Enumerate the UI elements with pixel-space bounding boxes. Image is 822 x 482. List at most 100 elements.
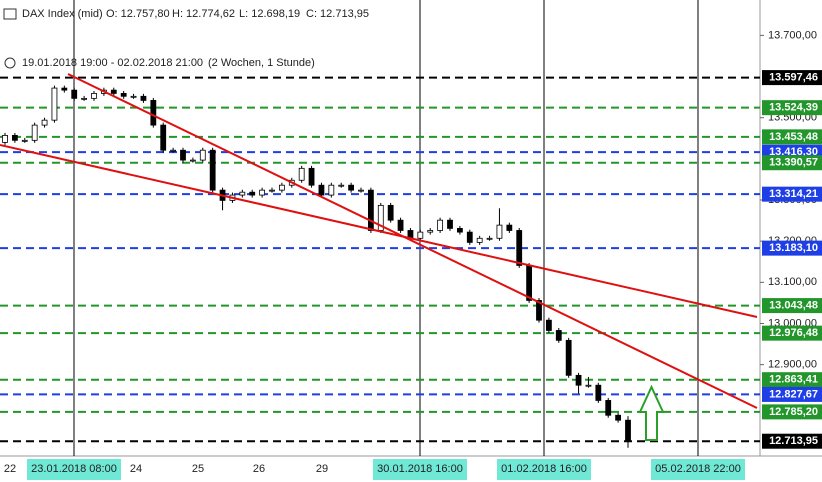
y-tick-label: 12.900,00	[768, 359, 817, 371]
candle-body	[278, 184, 285, 191]
period: (2 Wochen, 1 Stunde)	[208, 57, 315, 69]
level-label: 12.976,48	[769, 327, 818, 339]
level-label: 13.416,30	[769, 146, 818, 158]
level-box	[762, 129, 822, 145]
trend-line	[0, 144, 758, 318]
y-tick-label: 13.700,00	[768, 29, 817, 41]
level-label: 12.863,41	[769, 374, 818, 386]
candle-body	[526, 265, 533, 301]
ohlc: L: 12.698,19	[239, 8, 300, 20]
candle-body	[180, 149, 186, 161]
x-label-box	[651, 459, 745, 480]
level-label: 13.597,46	[769, 72, 818, 84]
candle-body	[358, 189, 364, 192]
candle-body	[377, 204, 384, 231]
level-box	[762, 386, 822, 402]
clock-icon	[4, 57, 16, 69]
date-range: 19.01.2018 19:00 - 02.02.2018 21:00	[22, 57, 203, 69]
candle-body	[249, 191, 256, 196]
x-tick-label: 26	[253, 463, 265, 475]
candle-body	[71, 89, 78, 99]
candle-body	[239, 191, 246, 196]
level-label: 13.390,57	[769, 157, 818, 169]
candle-body	[447, 219, 453, 229]
candle-body	[496, 224, 503, 239]
candle-body	[61, 87, 68, 91]
up-arrow	[638, 384, 665, 441]
candle-body	[486, 237, 493, 240]
candle-body	[536, 300, 542, 321]
level-box	[762, 240, 822, 256]
ohlc: O: 12.757,80	[106, 8, 170, 20]
candle-body	[417, 231, 424, 239]
candle-body	[120, 93, 127, 97]
candle-body	[328, 184, 335, 196]
level-label: 12.713,95	[769, 435, 818, 447]
candle-body	[298, 167, 305, 181]
candle-body	[308, 167, 315, 186]
candle-body	[199, 149, 206, 161]
candle-body	[51, 87, 58, 121]
candle-body	[348, 184, 355, 191]
x-tick-label: 22	[4, 463, 16, 475]
axes: 12.900,0013.000,0013.100,0013.200,0013.3…	[4, 29, 822, 480]
candle-body	[338, 184, 345, 187]
level-box	[762, 325, 822, 341]
candle-body	[555, 330, 562, 341]
candle-body	[209, 149, 216, 191]
candle-body	[585, 384, 592, 387]
level-label: 13.043,48	[769, 299, 818, 311]
x-tick-label: 23.01.2018 08:00	[31, 463, 117, 475]
level-label: 13.183,10	[769, 242, 818, 254]
candle-body	[2, 135, 8, 143]
candle-body	[130, 95, 137, 98]
candle-body	[81, 97, 88, 100]
ohlc: H: 12.774,62	[172, 8, 235, 20]
candle-body	[605, 400, 612, 416]
candle-body	[456, 228, 463, 233]
candle-body	[367, 189, 374, 231]
candle-body	[259, 189, 266, 196]
level-label: 12.827,67	[769, 388, 818, 400]
x-label-box	[497, 459, 591, 480]
y-tick-label: 13.100,00	[768, 276, 817, 288]
header: DAX Index (mid) O: 12.757,80 H: 12.774,6…	[3, 8, 369, 69]
candle-body	[150, 100, 157, 126]
candle-body	[160, 124, 167, 151]
x-tick-label: 01.02.2018 16:00	[501, 463, 587, 475]
level-box	[762, 372, 822, 388]
candle-body	[516, 230, 523, 266]
candle-body	[437, 219, 444, 231]
candle-body	[21, 139, 28, 142]
level-label: 13.314,21	[769, 188, 818, 200]
trend-line	[67, 73, 758, 409]
candle-body	[269, 189, 275, 192]
candle-body	[427, 230, 434, 233]
candle-body	[625, 419, 631, 442]
level-label: 13.524,39	[769, 102, 818, 114]
candle-body	[189, 159, 196, 162]
level-box	[762, 155, 822, 171]
x-label-box	[373, 459, 467, 480]
levels	[0, 76, 760, 443]
candle-body	[41, 119, 48, 126]
candle-body	[506, 224, 513, 231]
candle-body	[140, 95, 147, 101]
candle-body	[615, 414, 622, 421]
candle-body	[170, 149, 177, 152]
candle-body	[565, 339, 572, 376]
level-box	[762, 404, 822, 420]
x-tick-label: 24	[130, 463, 142, 475]
level-label: 13.453,48	[769, 131, 818, 143]
icon	[3, 8, 17, 20]
candle-body	[110, 89, 117, 94]
candle-body	[575, 374, 582, 386]
candles	[2, 85, 631, 448]
candle-body	[466, 231, 473, 243]
candle-body	[318, 184, 325, 196]
ohlc: C: 12.713,95	[306, 8, 369, 20]
x-tick-label: 05.02.2018 22:00	[655, 463, 741, 475]
candle-body	[387, 204, 394, 221]
level-box	[762, 433, 822, 449]
